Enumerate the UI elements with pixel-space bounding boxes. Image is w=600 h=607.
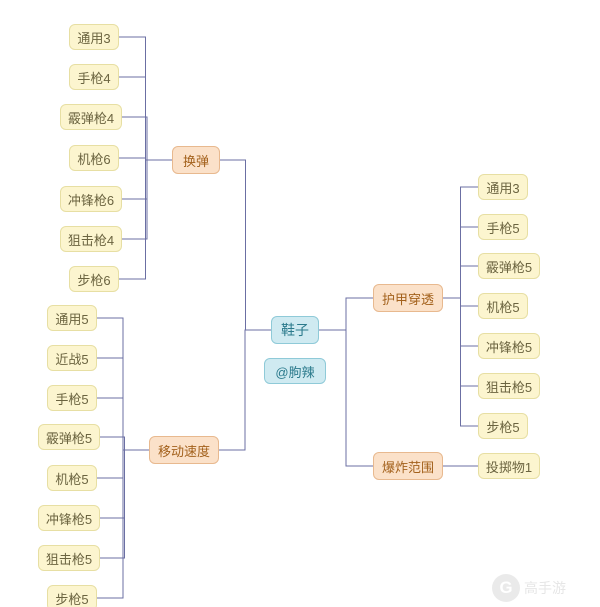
branch-b2: 移动速度	[149, 436, 219, 464]
leaf-b1l4: 冲锋枪6	[60, 186, 122, 212]
leaf-b2l0: 通用5	[47, 305, 97, 331]
leaf-b2l7: 步枪5	[47, 585, 97, 607]
leaf-b2l1: 近战5	[47, 345, 97, 371]
leaf-b1l0: 通用3	[69, 24, 119, 50]
leaf-b1l5: 狙击枪4	[60, 226, 122, 252]
attribution-node: @朐辣	[264, 358, 326, 384]
leaf-b2l3: 霰弹枪5	[38, 424, 100, 450]
watermark-logo-icon: G	[492, 574, 520, 602]
leaf-b2l4: 机枪5	[47, 465, 97, 491]
leaf-b1l2: 霰弹枪4	[60, 104, 122, 130]
leaf-b3l0: 通用3	[478, 174, 528, 200]
mindmap-canvas: 鞋子@朐辣换弹通用3手枪4霰弹枪4机枪6冲锋枪6狙击枪4步枪6移动速度通用5近战…	[0, 0, 600, 607]
branch-b3: 护甲穿透	[373, 284, 443, 312]
leaf-b3l2: 霰弹枪5	[478, 253, 540, 279]
leaf-b3l6: 步枪5	[478, 413, 528, 439]
leaf-b2l5: 冲锋枪5	[38, 505, 100, 531]
leaf-b2l6: 狙击枪5	[38, 545, 100, 571]
leaf-b3l3: 机枪5	[478, 293, 528, 319]
root-node: 鞋子	[271, 316, 319, 344]
leaf-b3l1: 手枪5	[478, 214, 528, 240]
branch-b4: 爆炸范围	[373, 452, 443, 480]
leaf-b2l2: 手枪5	[47, 385, 97, 411]
watermark: G高手游	[492, 574, 566, 602]
leaf-b3l5: 狙击枪5	[478, 373, 540, 399]
leaf-b1l3: 机枪6	[69, 145, 119, 171]
leaf-b4l0: 投掷物1	[478, 453, 540, 479]
branch-b1: 换弹	[172, 146, 220, 174]
leaf-b1l1: 手枪4	[69, 64, 119, 90]
leaf-b3l4: 冲锋枪5	[478, 333, 540, 359]
watermark-text: 高手游	[524, 578, 566, 598]
leaf-b1l6: 步枪6	[69, 266, 119, 292]
